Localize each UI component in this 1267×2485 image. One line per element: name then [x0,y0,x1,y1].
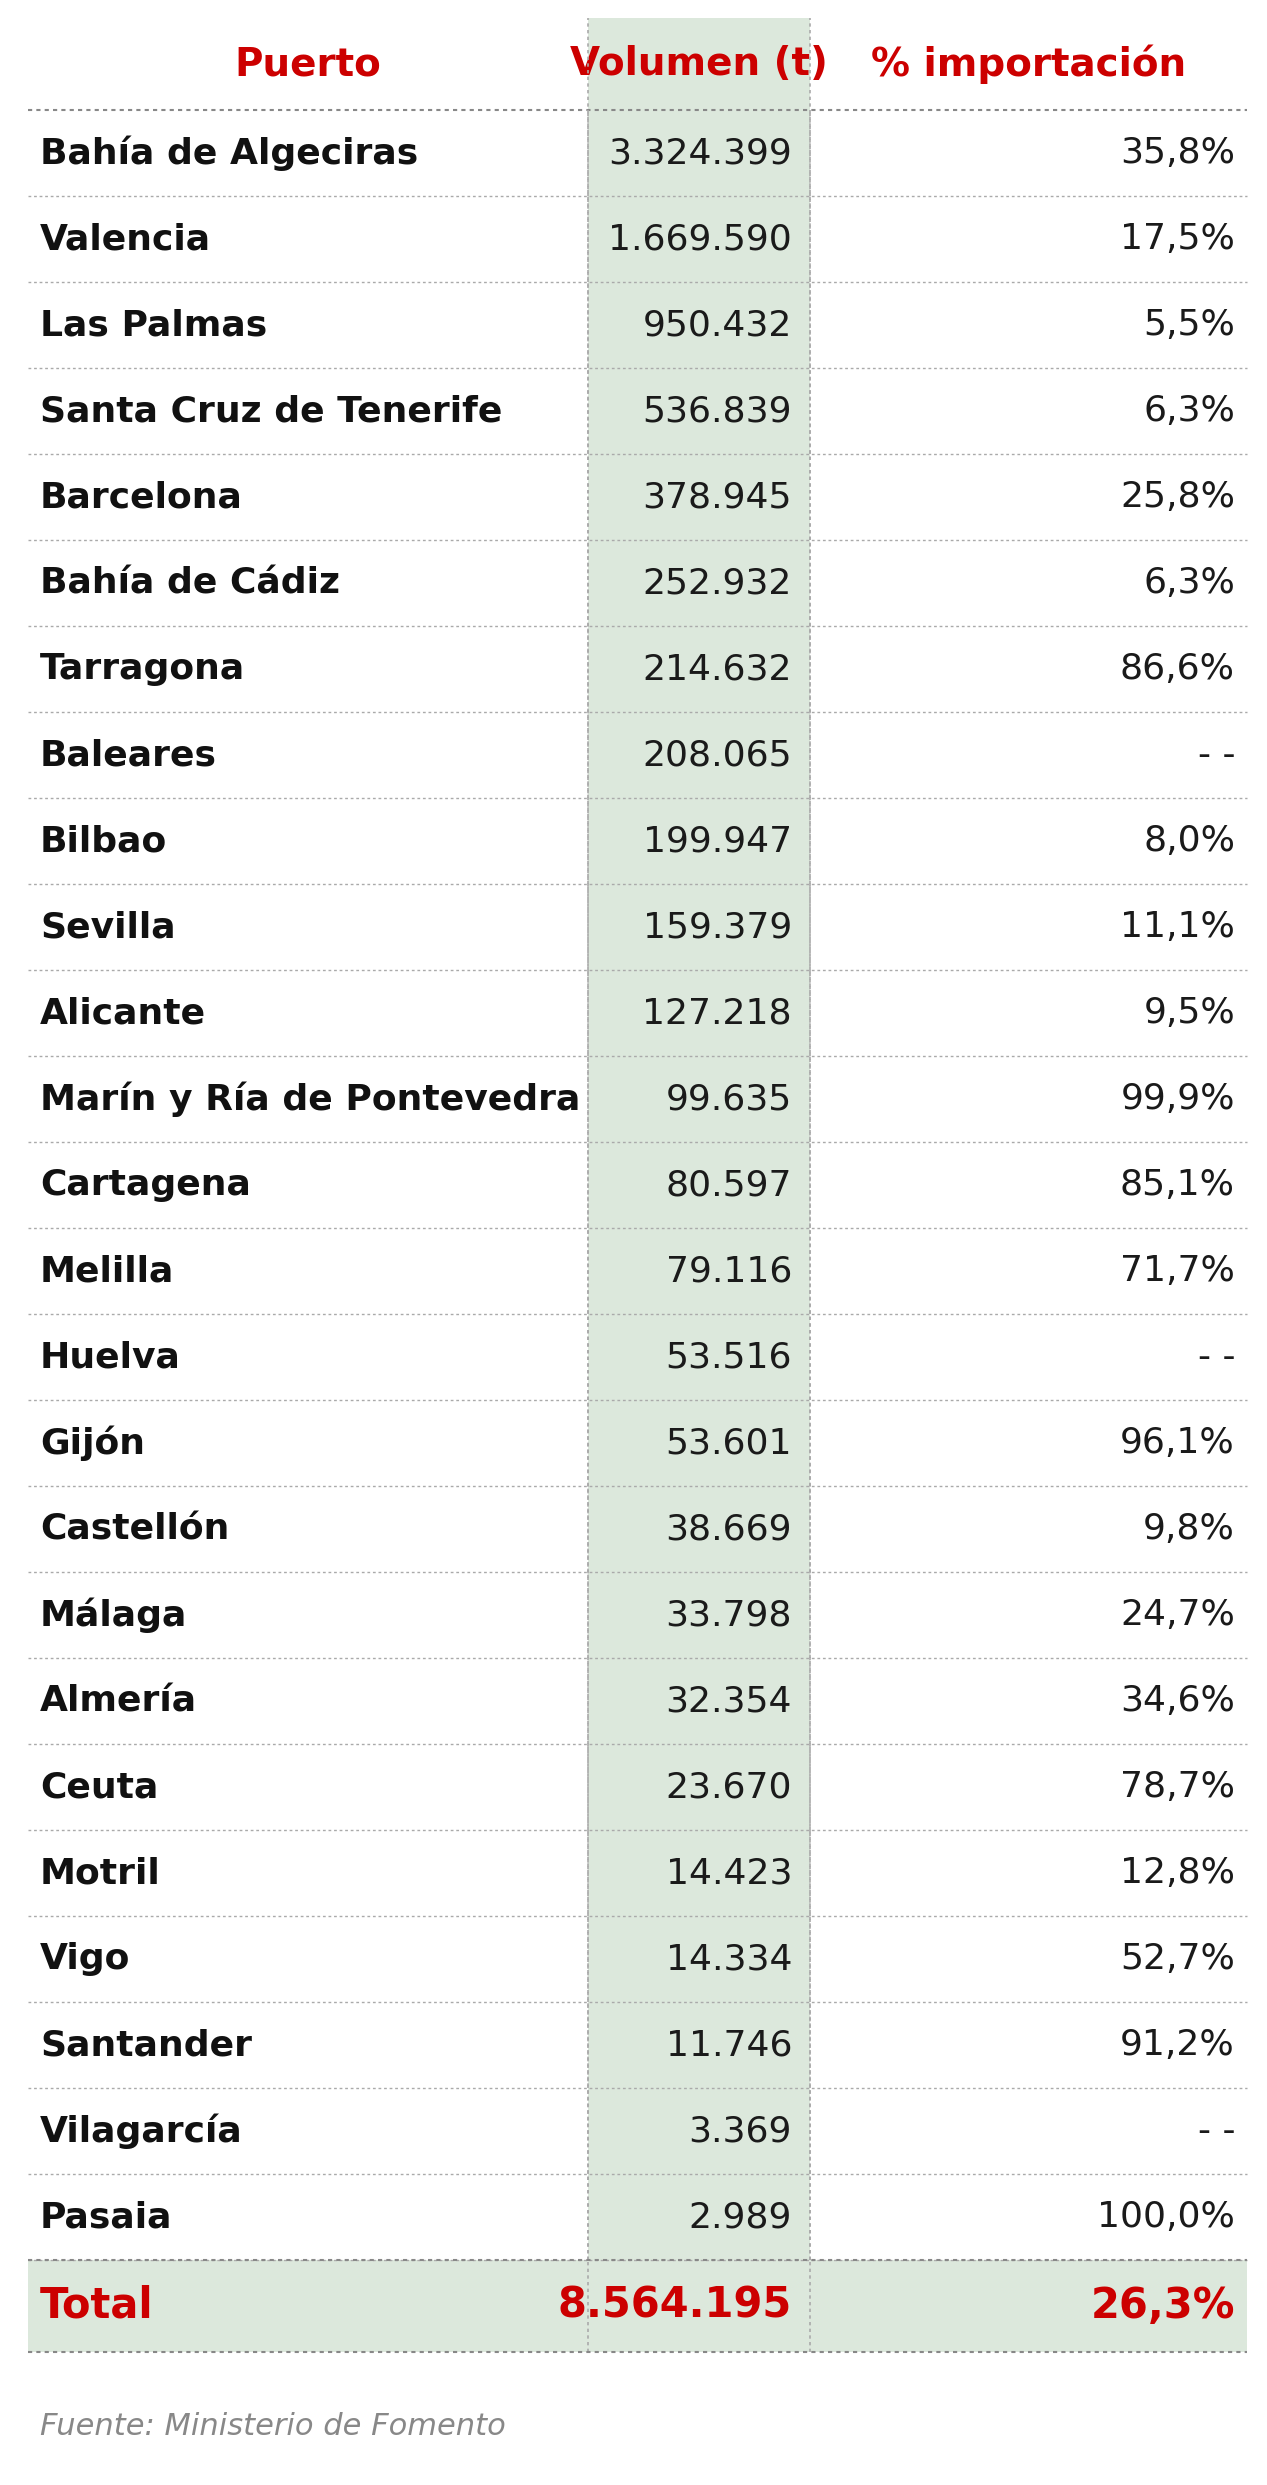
Text: 79.116: 79.116 [665,1255,792,1287]
Text: 214.632: 214.632 [642,651,792,686]
Text: Tarragona: Tarragona [41,651,246,686]
Text: 208.065: 208.065 [642,738,792,773]
Text: 14.423: 14.423 [665,1856,792,1891]
Text: 53.516: 53.516 [665,1339,792,1374]
Text: Huelva: Huelva [41,1339,181,1374]
Bar [588,17,810,109]
Text: 8.564.195: 8.564.195 [557,2286,792,2326]
Text: 378.945: 378.945 [642,480,792,514]
Text: Marín y Ría de Pontevedra: Marín y Ría de Pontevedra [41,1081,580,1116]
Text: Vilagarcía: Vilagarcía [41,2112,243,2150]
Text: 11,1%: 11,1% [1120,910,1235,944]
Text: Castellón: Castellón [41,1511,229,1546]
Text: 11.746: 11.746 [665,2028,792,2063]
Text: Las Palmas: Las Palmas [41,308,267,343]
Text: Málaga: Málaga [41,1598,188,1633]
Text: 26,3%: 26,3% [1091,2286,1235,2326]
Text: Santander: Santander [41,2028,252,2063]
Text: 199.947: 199.947 [642,825,792,857]
Text: Cartagena: Cartagena [41,1168,251,1203]
Text: 53.601: 53.601 [665,1426,792,1461]
Text: 25,8%: 25,8% [1120,480,1235,514]
Text: 85,1%: 85,1% [1120,1168,1235,1203]
Text: Volumen (t): Volumen (t) [570,45,827,82]
Text: 71,7%: 71,7% [1120,1255,1235,1287]
Text: Pasaia: Pasaia [41,2199,172,2234]
Text: Barcelona: Barcelona [41,480,243,514]
Text: 159.379: 159.379 [642,910,792,944]
Text: 96,1%: 96,1% [1120,1426,1235,1461]
Text: Motril: Motril [41,1856,161,1891]
Text: 950.432: 950.432 [642,308,792,343]
Text: 35,8%: 35,8% [1120,137,1235,169]
Text: 38.669: 38.669 [665,1511,792,1546]
Text: Total: Total [41,2286,153,2326]
Text: 32.354: 32.354 [665,1685,792,1717]
Text: % importación: % importación [870,45,1186,84]
Text: 23.670: 23.670 [665,1769,792,1804]
Text: 100,0%: 100,0% [1097,2199,1235,2234]
Text: 52,7%: 52,7% [1120,1941,1235,1976]
Text: Vigo: Vigo [41,1941,131,1976]
Text: - -: - - [1197,738,1235,773]
Text: Bahía de Cádiz: Bahía de Cádiz [41,567,340,599]
Text: Gijón: Gijón [41,1426,144,1461]
Text: 3.324.399: 3.324.399 [608,137,792,169]
Text: 6,3%: 6,3% [1143,567,1235,599]
Text: 34,6%: 34,6% [1120,1685,1235,1717]
Text: Melilla: Melilla [41,1255,175,1287]
Text: Sevilla: Sevilla [41,910,176,944]
Text: 99.635: 99.635 [665,1081,792,1116]
Text: Bilbao: Bilbao [41,825,167,857]
Text: Alicante: Alicante [41,996,207,1029]
Text: 14.334: 14.334 [665,1941,792,1976]
Text: 80.597: 80.597 [665,1168,792,1203]
Text: 17,5%: 17,5% [1120,221,1235,256]
Text: 99,9%: 99,9% [1120,1081,1235,1116]
Bar [588,109,810,2259]
Text: 8,0%: 8,0% [1143,825,1235,857]
Text: Fuente: Ministerio de Fomento: Fuente: Ministerio de Fomento [41,2413,506,2440]
Text: 6,3%: 6,3% [1143,395,1235,427]
Text: 24,7%: 24,7% [1120,1598,1235,1633]
Text: Baleares: Baleares [41,738,217,773]
Text: 91,2%: 91,2% [1120,2028,1235,2063]
Text: Ceuta: Ceuta [41,1769,158,1804]
Text: Bahía de Algeciras: Bahía de Algeciras [41,134,418,171]
Text: 9,5%: 9,5% [1143,996,1235,1029]
Text: 12,8%: 12,8% [1120,1856,1235,1891]
Text: 33.798: 33.798 [665,1598,792,1633]
Text: Valencia: Valencia [41,221,212,256]
Text: 78,7%: 78,7% [1120,1769,1235,1804]
Text: 536.839: 536.839 [642,395,792,427]
Text: 3.369: 3.369 [689,2115,792,2147]
Bar [28,2259,1247,2351]
Text: 1.669.590: 1.669.590 [608,221,792,256]
Text: 86,6%: 86,6% [1120,651,1235,686]
Text: 252.932: 252.932 [642,567,792,599]
Text: 2.989: 2.989 [689,2199,792,2234]
Text: 9,8%: 9,8% [1143,1511,1235,1546]
Text: Puerto: Puerto [234,45,381,82]
Text: Santa Cruz de Tenerife: Santa Cruz de Tenerife [41,395,503,427]
Text: Almería: Almería [41,1685,198,1717]
Text: - -: - - [1197,2115,1235,2147]
Text: 127.218: 127.218 [642,996,792,1029]
Text: - -: - - [1197,1339,1235,1374]
Text: 5,5%: 5,5% [1143,308,1235,343]
